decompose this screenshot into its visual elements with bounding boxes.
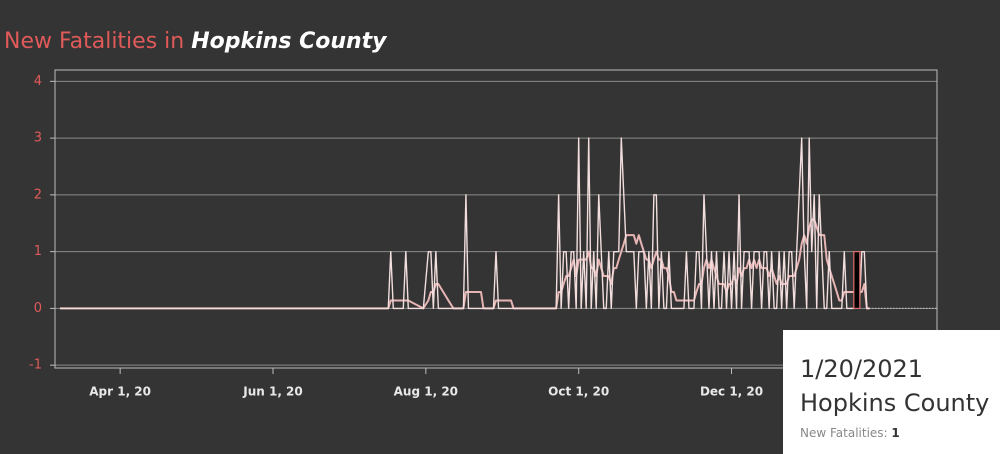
plot-area: -1 0 1 2 3 4 Apr 1, 20 Jun 1, 20 Aug 1, 20 Oct 1,… <box>29 74 937 399</box>
x-tick-label: Dec 1, 20 <box>700 385 763 399</box>
title-county: Hopkins County <box>191 29 388 54</box>
tooltip-label: New Fatalities: <box>800 426 888 440</box>
x-tick-label: Aug 1, 20 <box>394 385 458 399</box>
chart-title: New Fatalities in Hopkins County <box>4 29 388 54</box>
y-tick-label: 3 <box>34 131 42 146</box>
y-tick-label: 0 <box>34 301 42 316</box>
tooltip-date: 1/20/2021 <box>800 355 923 383</box>
highlight <box>853 251 861 309</box>
tooltip-line: New Fatalities: 1 <box>800 426 900 440</box>
x-tick-label: Apr 1, 20 <box>89 385 151 399</box>
y-tick-label: 1 <box>34 244 42 259</box>
x-tick-label: Jun 1, 20 <box>242 385 303 399</box>
daily-line <box>60 137 870 310</box>
tooltip: 1/20/2021 Hopkins County New Fatalities:… <box>783 330 1000 454</box>
title-prefix: New Fatalities in <box>4 29 191 54</box>
y-tick-label: 4 <box>34 74 42 89</box>
plot-border <box>54 69 938 369</box>
y-tick-label: 2 <box>34 187 42 202</box>
x-tick-label: Oct 1, 20 <box>548 385 609 399</box>
tooltip-box <box>783 330 1000 454</box>
tooltip-value: 1 <box>891 426 899 440</box>
y-tick-label: -1 <box>29 358 42 373</box>
tooltip-county: Hopkins County <box>800 389 989 417</box>
